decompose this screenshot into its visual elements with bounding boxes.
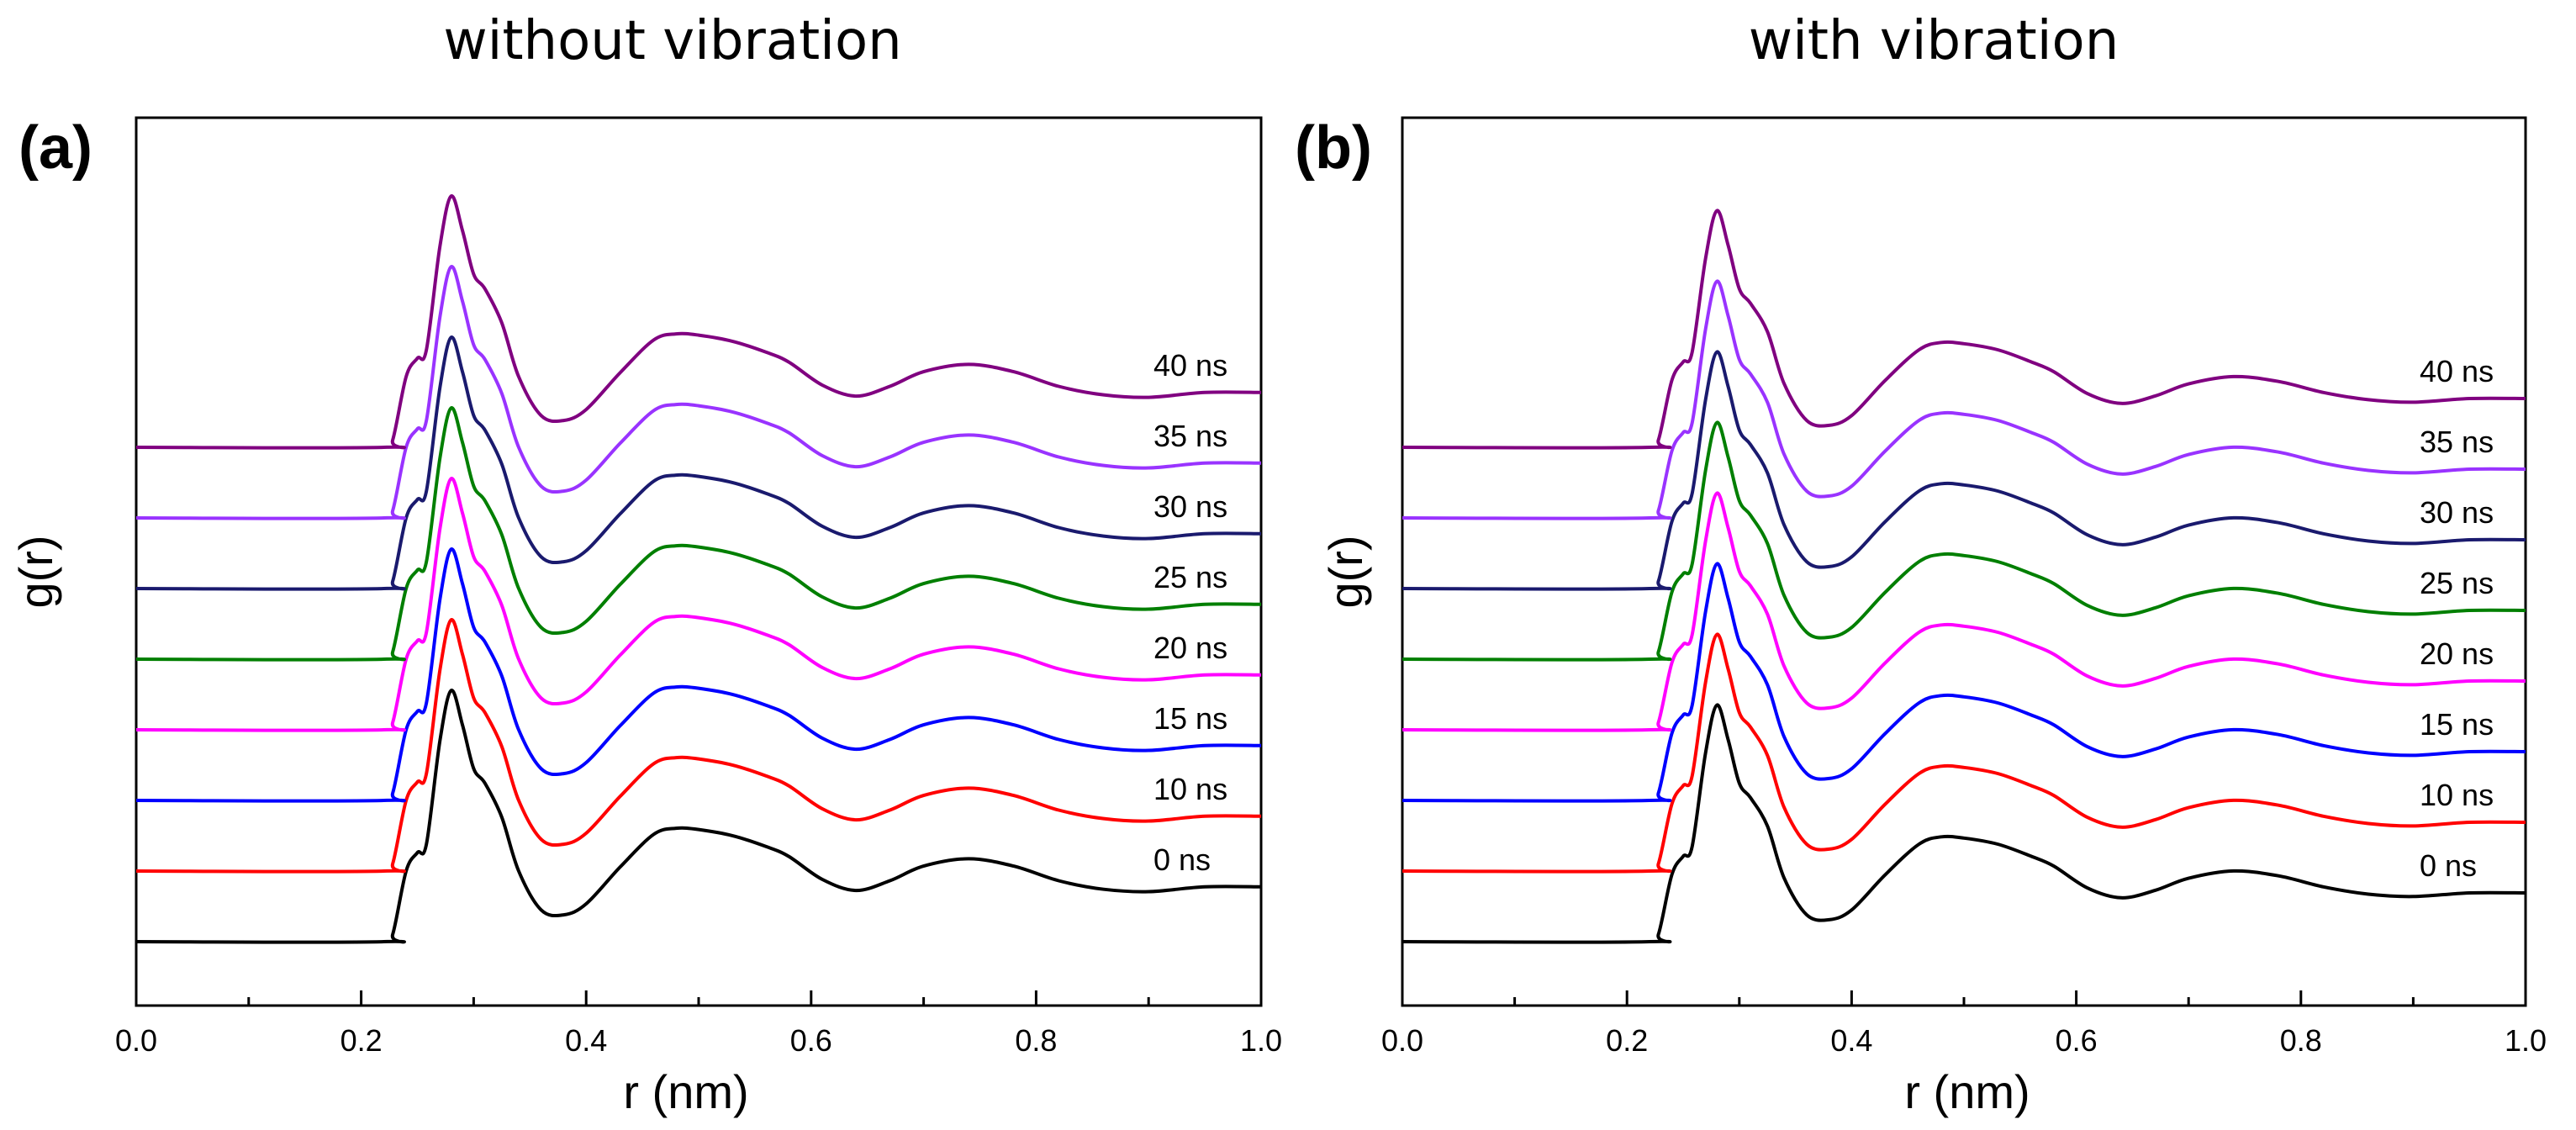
series-label: 40 ns	[1153, 348, 1227, 383]
panel-a-x-ticks	[135, 990, 1263, 1006]
series-label: 10 ns	[1153, 772, 1227, 806]
panel-b-xlabel: r (nm)	[1904, 1065, 2030, 1118]
series-line	[1401, 632, 2526, 874]
panel-b-label: (b)	[1295, 114, 1372, 182]
series-label: 20 ns	[2420, 636, 2494, 671]
series-label: 25 ns	[1153, 560, 1227, 594]
series-line	[1401, 491, 2526, 732]
panel-a-series-labels: 0 ns 10 ns 15 ns 20 ns 25 ns 30 ns 35 ns 40 ns	[1153, 348, 1227, 877]
x-tick-label: 1.0	[2505, 1023, 2547, 1058]
series-label: 35 ns	[2420, 425, 2494, 459]
panel-b-series	[1401, 209, 2526, 944]
panel-b-ylabel: g(r)	[1319, 535, 1372, 608]
series-line	[135, 477, 1262, 732]
x-tick-label: 0.6	[790, 1023, 832, 1058]
x-tick-label: 0.4	[1830, 1023, 1872, 1058]
series-line	[1401, 703, 2526, 944]
panel-a-title: without vibration	[443, 10, 901, 72]
series-line	[1401, 279, 2526, 520]
series-line	[1401, 209, 2526, 450]
series-label: 0 ns	[2420, 848, 2477, 883]
series-label: 15 ns	[2420, 707, 2494, 742]
series-line	[135, 335, 1262, 591]
series-label: 40 ns	[2420, 354, 2494, 388]
series-label: 30 ns	[1153, 489, 1227, 524]
panel-a: without vibration (a) g(r) r (nm) 0.0 0.2…	[9, 10, 1282, 1118]
series-label: 20 ns	[1153, 631, 1227, 665]
series-line	[135, 406, 1262, 662]
series-label: 10 ns	[2420, 778, 2494, 812]
series-line	[135, 547, 1262, 803]
x-tick-label: 0.6	[2056, 1023, 2098, 1058]
panel-a-label: (a)	[18, 114, 92, 182]
x-tick-label: 1.0	[1240, 1023, 1282, 1058]
series-line	[135, 265, 1262, 520]
series-line	[135, 618, 1262, 874]
series-line	[135, 689, 1262, 944]
series-label: 0 ns	[1153, 842, 1211, 877]
x-tick-label: 0.2	[340, 1023, 383, 1058]
panel-b-series-labels: 0 ns 10 ns 15 ns 20 ns 25 ns 30 ns 35 ns 40 ns	[2420, 354, 2494, 883]
panel-b-title: with vibration	[1749, 10, 2119, 72]
panel-b: with vibration (b) g(r) r (nm) 0.0 0.2 0.4…	[1295, 10, 2547, 1118]
x-tick-label: 0.4	[565, 1023, 607, 1058]
x-tick-label: 0.0	[1381, 1023, 1423, 1058]
series-line	[135, 194, 1262, 450]
series-label: 35 ns	[1153, 419, 1227, 453]
series-line	[1401, 420, 2526, 662]
x-tick-label: 0.2	[1606, 1023, 1648, 1058]
series-label: 15 ns	[1153, 701, 1227, 736]
x-tick-label: 0.8	[1015, 1023, 1057, 1058]
series-label: 30 ns	[2420, 495, 2494, 530]
panel-b-x-tick-labels: 0.0 0.2 0.4 0.6 0.8 1.0	[1381, 1023, 2547, 1058]
panel-b-x-ticks	[1401, 990, 2527, 1006]
panel-a-xlabel: r (nm)	[623, 1065, 748, 1118]
series-label: 25 ns	[2420, 566, 2494, 600]
panel-a-ylabel: g(r)	[9, 535, 62, 608]
x-tick-label: 0.8	[2280, 1023, 2322, 1058]
panel-a-series	[135, 194, 1262, 944]
series-line	[1401, 350, 2526, 591]
panel-a-x-tick-labels: 0.0 0.2 0.4 0.6 0.8 1.0	[115, 1023, 1282, 1058]
series-line	[1401, 562, 2526, 803]
x-tick-label: 0.0	[115, 1023, 157, 1058]
